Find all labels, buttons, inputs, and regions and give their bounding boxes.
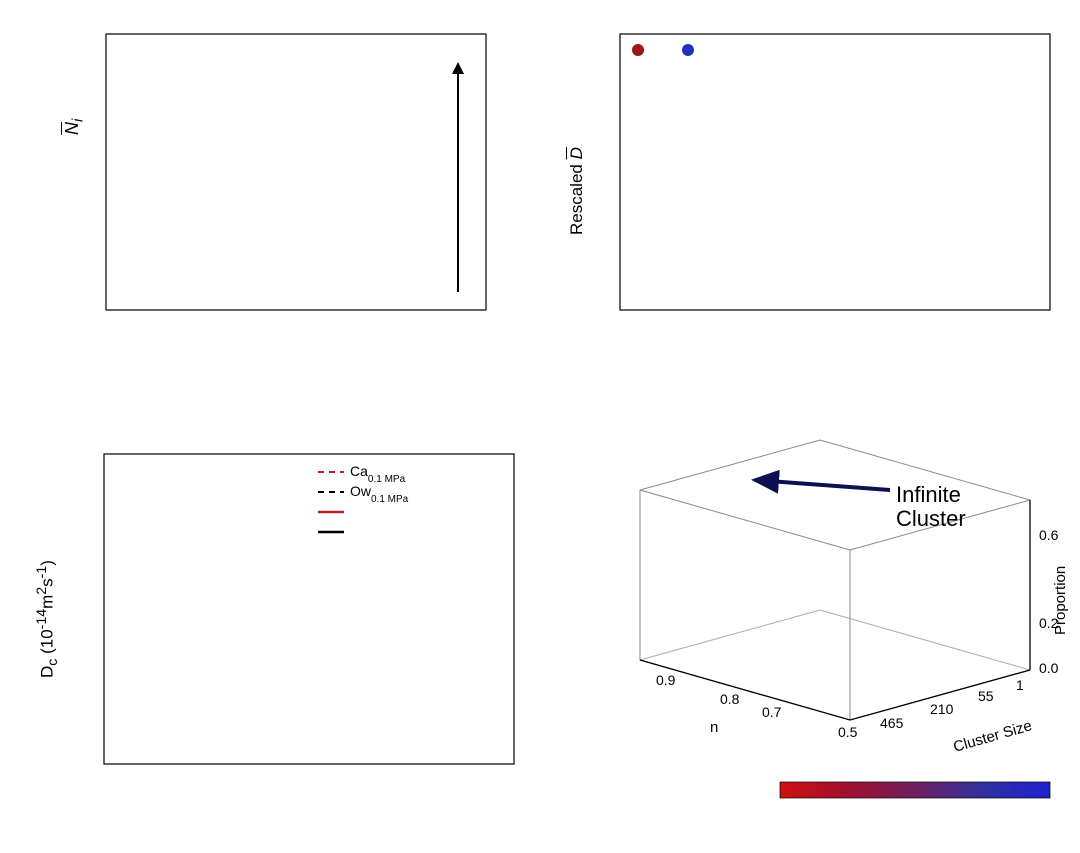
panel-a-plot [50, 24, 520, 384]
panel-b-ylabel: Rescaled D [567, 147, 587, 235]
svg-text:0.9: 0.9 [656, 672, 676, 688]
legend-ow01: Ow0.1 MPa [350, 483, 409, 505]
panel-d-plot: Infinite Cluster 0.9 0.8 0.7 0.5 n 1 55 … [560, 430, 1070, 830]
panel-d-zlabel: Proportion [1052, 566, 1069, 635]
svg-text:1: 1 [1016, 677, 1024, 693]
svg-text:55: 55 [978, 688, 994, 704]
svg-text:0.7: 0.7 [762, 704, 782, 720]
panel-c-ylabel: Dc (10-14m2s-1) [34, 560, 61, 678]
svg-text:210: 210 [930, 701, 954, 717]
panel-b-plot [560, 24, 1070, 384]
panel-c-plot: Ca0.1 MPa Ow0.1 MPa [30, 444, 540, 844]
panel-d-annot-2: Cluster [896, 506, 966, 531]
panel-d-annot-1: Infinite [896, 482, 961, 507]
svg-text:0.8: 0.8 [720, 691, 740, 707]
panel-a-ylabel: Ni [62, 119, 87, 135]
svg-text:0.0: 0.0 [1039, 660, 1059, 676]
panel-d-ylabel: Cluster Size [951, 717, 1033, 756]
legend-ca01: Ca0.1 MPa [350, 463, 406, 485]
svg-text:0.6: 0.6 [1039, 527, 1059, 543]
svg-text:0.5: 0.5 [838, 724, 858, 740]
svg-text:465: 465 [880, 715, 904, 731]
svg-text:n: n [710, 719, 718, 736]
